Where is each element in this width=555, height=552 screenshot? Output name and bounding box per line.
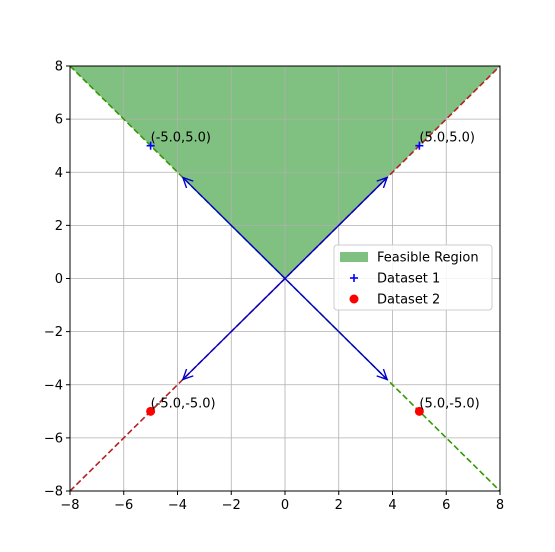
point-annotation: (-5.0,5.0) xyxy=(151,131,211,146)
dataset-2-point xyxy=(414,406,424,416)
y-tick-label: −8 xyxy=(44,485,63,500)
x-tick-label: 4 xyxy=(388,498,396,513)
y-tick-label: −2 xyxy=(44,325,63,340)
point-annotation: (5.0,-5.0) xyxy=(419,396,479,411)
x-tick-label: −6 xyxy=(114,498,133,513)
x-tick-label: −8 xyxy=(60,498,79,513)
legend-swatch-dataset-2 xyxy=(349,294,359,304)
legend-label: Dataset 2 xyxy=(377,293,440,308)
vector-arrow-head xyxy=(181,176,194,189)
y-tick-label: −6 xyxy=(44,431,63,446)
legend-label: Feasible Region xyxy=(377,251,479,266)
x-tick-label: 0 xyxy=(281,498,289,513)
point-annotation: (5.0,5.0) xyxy=(419,131,475,146)
vector-arrow-shaft xyxy=(284,177,388,279)
annotation-layer: (-5.0,5.0) (5.0,5.0) (-5.0,-5.0) (5.0,-5.0) xyxy=(151,131,480,412)
vector-arrow-head xyxy=(181,368,194,381)
y-tick-label: 2 xyxy=(55,219,63,234)
tick-layer: −8 −6 −4 −2 0 2 4 6 8 −8 −6 −4 −2 0 2 4 6 8 xyxy=(44,60,504,514)
x-tick-label: 6 xyxy=(442,498,450,513)
y-tick-label: 0 xyxy=(55,272,63,287)
vector-arrow-head xyxy=(376,176,389,189)
vector-arrow-shaft xyxy=(284,278,388,380)
arrow-layer xyxy=(181,176,389,381)
point-layer xyxy=(146,141,424,416)
vector-arrow-head xyxy=(376,368,389,381)
x-tick-label: −2 xyxy=(222,498,241,513)
legend-box xyxy=(333,244,493,311)
point-annotation: (-5.0,-5.0) xyxy=(151,396,216,411)
vector-arrow-shaft xyxy=(182,278,286,380)
legend-swatch-region xyxy=(340,252,368,262)
y-tick-label: 8 xyxy=(55,60,63,75)
y-tick-label: 6 xyxy=(55,113,63,128)
vector-arrow-shaft xyxy=(182,177,286,279)
x-tick-label: 2 xyxy=(335,498,343,513)
legend-label: Dataset 1 xyxy=(377,272,440,287)
dataset-2-point xyxy=(146,406,156,416)
y-tick-label: −4 xyxy=(44,378,63,393)
y-tick-label: 4 xyxy=(55,166,63,181)
x-tick-label: 8 xyxy=(496,498,504,513)
legend: Feasible Region Dataset 1 Dataset 2 xyxy=(333,244,493,311)
x-tick-label: −4 xyxy=(168,498,187,513)
